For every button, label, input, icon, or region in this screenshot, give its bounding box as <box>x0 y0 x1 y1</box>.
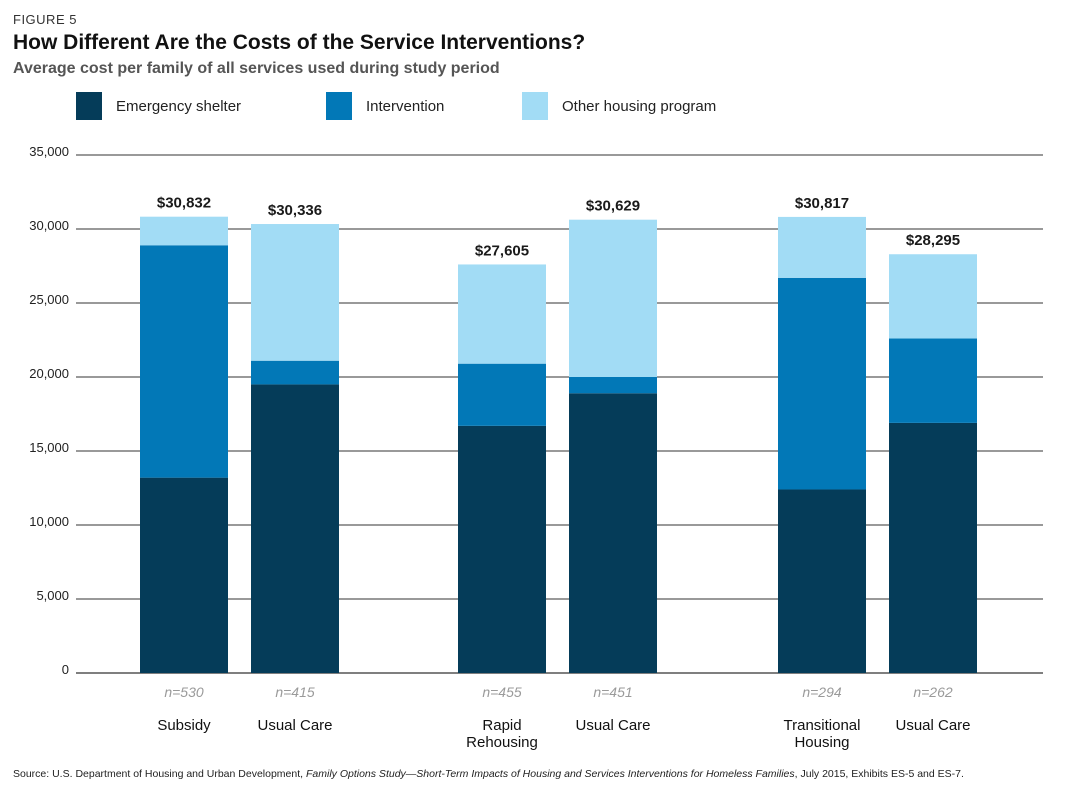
y-tick-label: 25,000 <box>29 292 69 307</box>
y-tick-label: 10,000 <box>29 514 69 529</box>
source-title: Family Options Study—Short-Term Impacts … <box>306 768 795 780</box>
y-tick-label: 0 <box>62 662 69 677</box>
bar-segment <box>778 489 866 673</box>
bar-segment <box>458 363 546 426</box>
y-tick-label: 5,000 <box>36 588 69 603</box>
bar-segment <box>140 477 228 673</box>
sample-size-label: n=451 <box>593 684 632 700</box>
chart-subtitle: Average cost per family of all services … <box>13 60 500 77</box>
bar-segment <box>889 254 977 339</box>
category-label: Subsidy <box>157 717 211 734</box>
sample-size-label: n=415 <box>275 684 315 700</box>
stacked-bar-chart: 0 5,000 10,000 15,000 20,000 25,000 30,000 35,0… <box>29 144 1043 751</box>
y-tick-label: 15,000 <box>29 440 69 455</box>
bar-segment <box>569 219 657 377</box>
category-label: Transitional <box>784 717 861 734</box>
chart-title: How Different Are the Costs of the Servi… <box>13 31 586 54</box>
bar-total-label: $30,832 <box>157 195 211 212</box>
category-label: Usual Care <box>257 717 332 734</box>
category-label: Rehousing <box>466 734 538 751</box>
figure-label: FIGURE 5 <box>13 12 77 27</box>
source-prefix: Source: U.S. Department of Housing and U… <box>13 768 306 780</box>
bar-segment <box>140 216 228 246</box>
bar-segment <box>251 360 339 385</box>
bar-segment <box>889 338 977 423</box>
source-suffix: , July 2015, Exhibits ES-5 and ES-7. <box>794 768 964 780</box>
category-label: Rapid <box>482 717 521 734</box>
category-label: Usual Care <box>575 717 650 734</box>
sample-size-label: n=455 <box>482 684 522 700</box>
bar-total-label: $30,817 <box>795 195 849 212</box>
bar-total-label: $30,336 <box>268 202 322 219</box>
y-tick-label: 30,000 <box>29 218 69 233</box>
sample-size-label: n=262 <box>913 684 953 700</box>
bar-segment <box>458 264 546 364</box>
category-label: Usual Care <box>895 717 970 734</box>
bar-total-label: $28,295 <box>906 232 960 249</box>
sample-size-label: n=294 <box>802 684 842 700</box>
source-note: Source: U.S. Department of Housing and U… <box>13 767 1053 781</box>
bar-segment <box>778 277 866 490</box>
y-tick-label: 20,000 <box>29 366 69 381</box>
sample-size-label: n=530 <box>164 684 204 700</box>
bar-segment <box>251 384 339 673</box>
bar-segment <box>778 216 866 278</box>
bar-segment <box>569 377 657 394</box>
bar-segment <box>251 224 339 361</box>
y-tick-label: 35,000 <box>29 144 69 159</box>
category-label: Housing <box>794 734 849 751</box>
bar-segment <box>569 393 657 673</box>
bar-segment <box>140 245 228 478</box>
bar-segment <box>889 422 977 673</box>
bar-total-label: $27,605 <box>475 242 529 259</box>
bar-total-label: $30,629 <box>586 198 640 215</box>
bar-segment <box>458 425 546 673</box>
